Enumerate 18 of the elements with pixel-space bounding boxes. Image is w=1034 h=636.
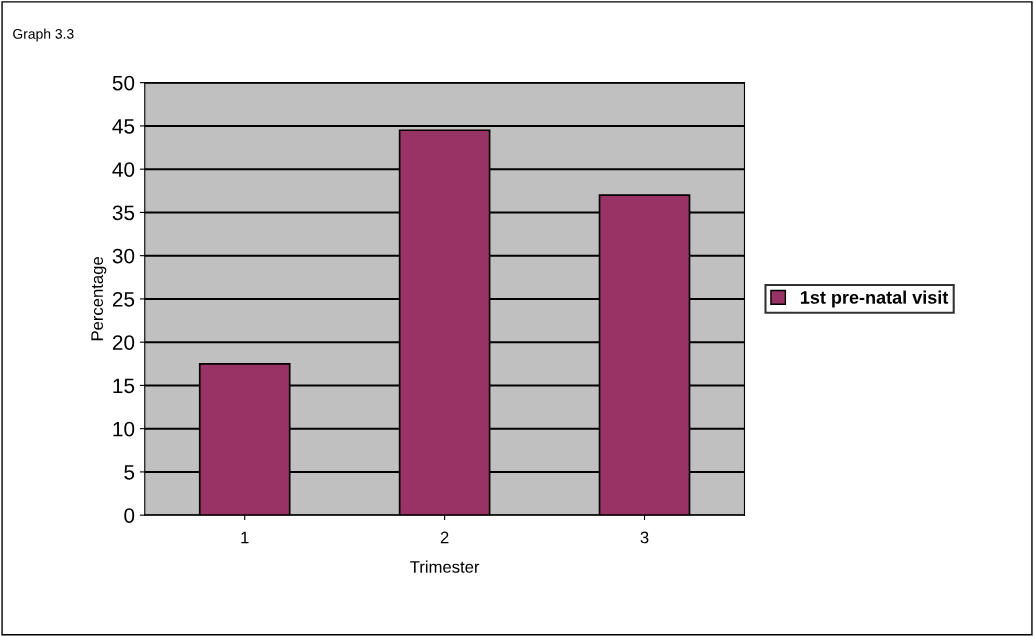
y-axis-title: Percentage [91, 257, 107, 341]
y-tick-label: 45 [112, 119, 135, 134]
y-tick-label: 15 [113, 378, 135, 394]
y-tick-label: 10 [113, 421, 135, 437]
y-tick-label: 0 [124, 508, 135, 523]
y-tick-label: 5 [124, 465, 135, 480]
y-tick-label: 50 [112, 75, 135, 91]
legend-label: 1st pre-natal visit [800, 290, 949, 308]
y-tick-label: 20 [112, 335, 135, 350]
x-axis-title: Trimester [410, 560, 480, 573]
x-tick-label: 3 [640, 531, 649, 544]
y-tick-label: 35 [112, 205, 135, 221]
y-tick-label: 40 [112, 162, 135, 177]
y-tick-label: 30 [112, 248, 135, 264]
x-tick-label: 2 [440, 531, 449, 544]
chart-title: Graph 3.3 [13, 28, 74, 42]
y-tick-label: 25 [112, 291, 135, 307]
x-tick-label: 1 [241, 531, 249, 544]
